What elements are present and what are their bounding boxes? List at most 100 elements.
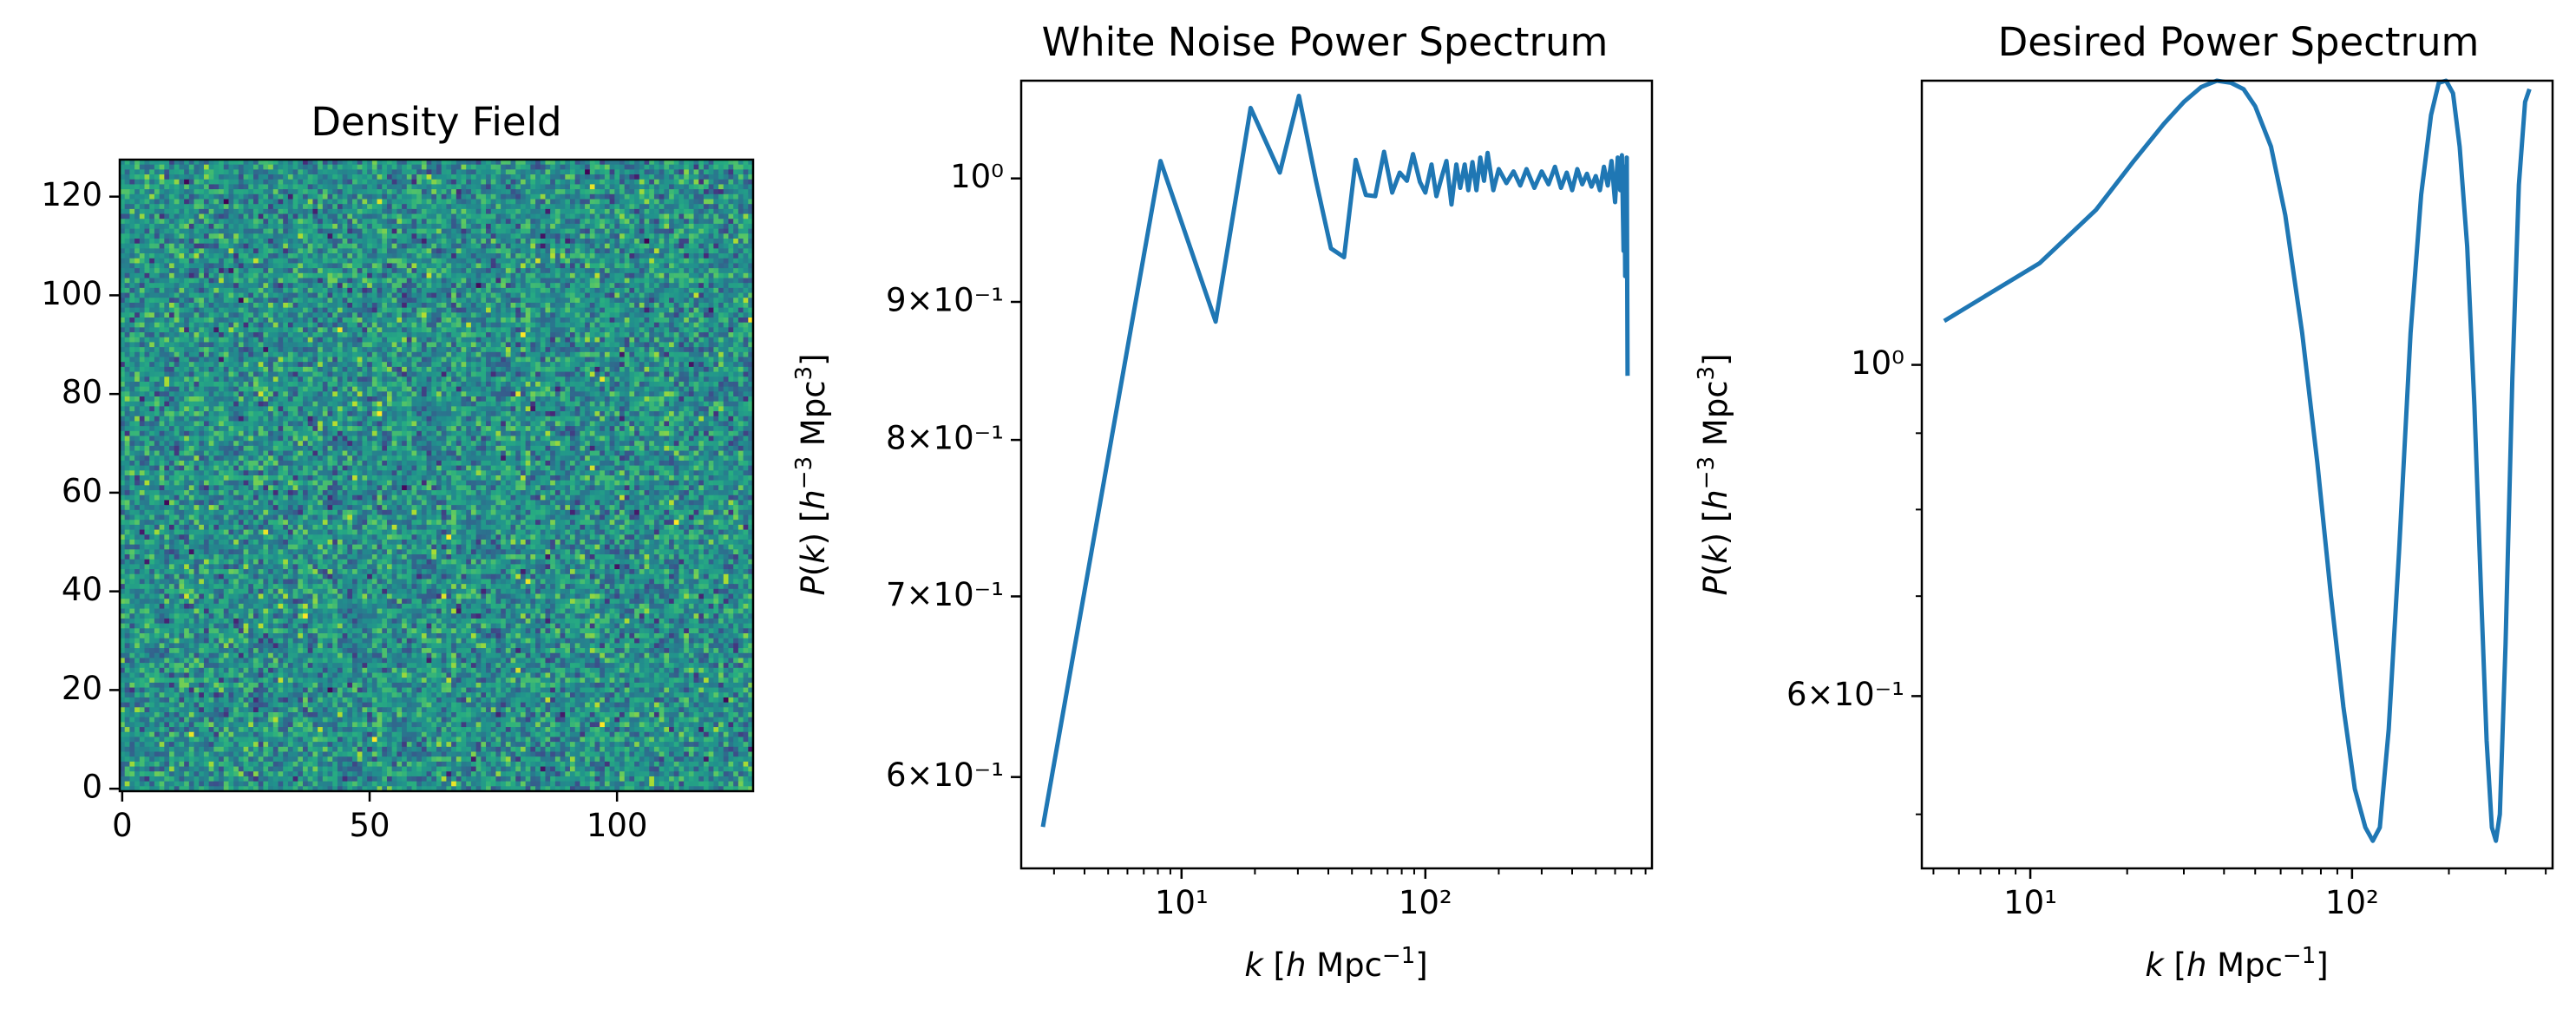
heatmap-cell	[619, 302, 626, 309]
heatmap-cell	[569, 263, 576, 269]
heatmap-cell	[495, 332, 501, 338]
heatmap-cell	[318, 258, 324, 265]
heatmap-cell	[159, 342, 165, 348]
heatmap-cell	[451, 322, 457, 328]
heatmap-cell	[604, 263, 611, 269]
heatmap-cell	[386, 219, 393, 225]
heatmap-cell	[565, 332, 571, 338]
heatmap-cell	[129, 213, 135, 219]
heatmap-cell	[609, 312, 615, 318]
heatmap-cell	[733, 272, 739, 279]
heatmap-cell	[120, 302, 126, 309]
heatmap-cell	[120, 287, 126, 294]
heatmap-cell	[436, 204, 442, 210]
heatmap-cell	[219, 332, 225, 338]
heatmap-cell	[698, 219, 705, 225]
heatmap-cell	[213, 318, 220, 324]
heatmap-cell	[629, 184, 635, 190]
heatmap-cell	[743, 160, 749, 166]
heatmap-cell	[377, 239, 383, 245]
heatmap-cell	[451, 268, 457, 274]
heatmap-cell	[120, 248, 126, 254]
heatmap-cell	[501, 193, 507, 200]
heatmap-cell	[545, 179, 551, 186]
heatmap-cell	[708, 302, 714, 309]
heatmap-cell	[391, 179, 397, 186]
heatmap-cell	[208, 164, 214, 170]
heatmap-cell	[411, 164, 417, 170]
heatmap-cell	[124, 208, 130, 215]
heatmap-cell	[184, 208, 190, 215]
heatmap-cell	[283, 204, 289, 210]
heatmap-cell	[377, 307, 383, 313]
heatmap-cell	[169, 268, 175, 274]
heatmap-cell	[322, 258, 329, 265]
heatmap-cell	[402, 184, 408, 190]
heatmap-cell	[644, 327, 650, 333]
heatmap-cell	[283, 287, 289, 294]
heatmap-cell	[263, 258, 269, 265]
heatmap-cell	[154, 239, 161, 245]
heatmap-cell	[129, 318, 135, 324]
heatmap-cell	[535, 298, 541, 304]
heatmap-cell	[193, 189, 200, 195]
heatmap-cell	[243, 239, 249, 245]
heatmap-cell	[501, 160, 507, 166]
heatmap-cell	[386, 233, 393, 239]
heatmap-cell	[203, 322, 210, 328]
heatmap-cell	[238, 332, 245, 338]
heatmap-cell	[184, 287, 190, 294]
heatmap-cell	[411, 347, 417, 353]
heatmap-cell	[272, 169, 279, 175]
heatmap-cell	[188, 243, 195, 249]
heatmap-cell	[728, 239, 734, 245]
heatmap-cell	[678, 278, 685, 284]
heatmap-cell	[283, 292, 289, 298]
heatmap-cell	[421, 169, 428, 175]
heatmap-cell	[545, 318, 551, 324]
heatmap-cell	[149, 258, 155, 265]
heatmap-cell	[737, 327, 744, 333]
heatmap-cell	[580, 268, 586, 274]
heatmap-cell	[272, 278, 279, 284]
heatmap-cell	[446, 208, 452, 215]
heatmap-cell	[219, 204, 225, 210]
heatmap-cell	[723, 278, 730, 284]
heatmap-cell	[520, 160, 527, 166]
heatmap-cell	[188, 169, 195, 175]
heatmap-cell	[733, 199, 739, 205]
heatmap-cell	[718, 318, 724, 324]
heatmap-cell	[188, 307, 195, 313]
heatmap-cell	[505, 243, 512, 249]
heatmap-cell	[342, 189, 348, 195]
heatmap-cell	[298, 184, 304, 190]
heatmap-cell	[159, 307, 165, 313]
heatmap-cell	[545, 287, 551, 294]
heatmap-cell	[441, 292, 447, 298]
heatmap-cell	[223, 248, 230, 254]
heatmap-cell	[723, 164, 730, 170]
heatmap-cell	[322, 223, 329, 230]
heatmap-cell	[382, 272, 388, 279]
heatmap-cell	[243, 248, 249, 254]
heatmap-cell	[184, 318, 190, 324]
heatmap-cell	[693, 179, 699, 186]
heatmap-cell	[154, 233, 161, 239]
heatmap-cell	[644, 287, 650, 294]
heatmap-cell	[228, 243, 234, 249]
heatmap-cell	[263, 302, 269, 309]
heatmap-cell	[664, 228, 670, 234]
heatmap-cell	[743, 347, 749, 353]
heatmap-cell	[184, 239, 190, 245]
heatmap-cell	[421, 204, 428, 210]
heatmap-cell	[560, 169, 566, 175]
heatmap-cell	[386, 332, 393, 338]
heatmap-cell	[748, 283, 754, 289]
heatmap-cell	[565, 347, 571, 353]
heatmap-cell	[287, 278, 294, 284]
heatmap-cell	[371, 322, 378, 328]
heatmap-cell	[303, 213, 309, 219]
heatmap-cell	[629, 283, 635, 289]
heatmap-cell	[624, 337, 631, 344]
heatmap-cell	[748, 169, 754, 175]
